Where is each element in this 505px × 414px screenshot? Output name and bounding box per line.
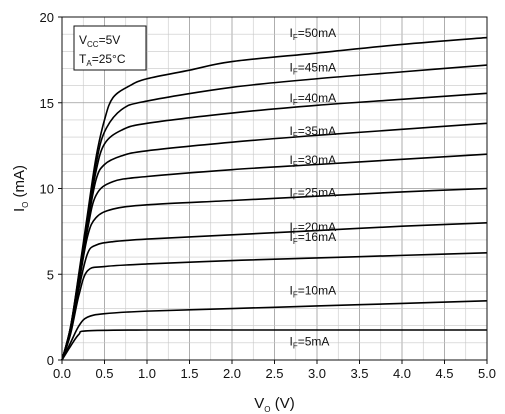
conditions-frame <box>73 25 147 71</box>
y-tick-label: 10 <box>40 182 54 197</box>
series-label-IF=20mA: IF=20mA <box>290 220 337 236</box>
x-tick-label: 1.5 <box>180 366 198 381</box>
x-tick-label: 5.0 <box>478 366 496 381</box>
series-labels: IF=50mA IF=45mA IF=40mA IF=35mA IF=30mA IF=25… <box>290 26 337 351</box>
y-tick-label: 15 <box>40 96 54 111</box>
series-label-IF=5mA: IF=5mA <box>290 335 330 351</box>
x-tick-label: 1.0 <box>138 366 156 381</box>
x-tick-label: 2.0 <box>223 366 241 381</box>
plot-frame <box>61 16 488 361</box>
series-label-IF=35mA: IF=35mA <box>290 124 337 140</box>
tick-labels: 0.0 0.5 1.0 1.5 2.0 2.5 3.0 3.5 4.0 4.5 5.0 0 5 10 15 2… <box>40 10 497 381</box>
series-line-IF=10mA <box>61 300 488 361</box>
x-tick-label: 4.0 <box>393 366 411 381</box>
x-tick-label: 2.5 <box>265 366 283 381</box>
condition-1: TA=25°C <box>79 52 126 68</box>
x-tick-label: 4.5 <box>435 366 453 381</box>
series-curves <box>61 36 488 361</box>
series-label-IF=40mA: IF=40mA <box>290 91 337 107</box>
series-label-IF=10mA: IF=10mA <box>290 283 337 299</box>
series-label-IF=16mA: IF=16mA <box>290 230 337 246</box>
x-tick-label: 0.5 <box>95 366 113 381</box>
x-tick-label: 3.5 <box>350 366 368 381</box>
condition-0: VCC=5V <box>79 33 120 49</box>
series-label-IF=45mA: IF=45mA <box>290 60 337 76</box>
series-label-IF=25mA: IF=25mA <box>290 186 337 202</box>
y-axis-label: IO (mA) <box>11 165 30 212</box>
y-tick-label: 20 <box>40 10 54 25</box>
series-line-IF=16mA <box>61 252 488 361</box>
x-tick-label: 0.0 <box>53 366 71 381</box>
series-line-IF=5mA <box>61 329 487 361</box>
conditions-box: VCC=5V TA=25°C <box>73 25 147 71</box>
y-tick-label: 0 <box>47 353 54 368</box>
series-line-IF=50mA <box>61 36 488 361</box>
series-label-IF=30mA: IF=30mA <box>290 153 337 169</box>
y-tick-label: 5 <box>47 267 54 282</box>
series-label-IF=50mA: IF=50mA <box>290 26 337 42</box>
x-axis-label: VO (V) <box>254 395 294 414</box>
x-tick-label: 3.0 <box>308 366 326 381</box>
